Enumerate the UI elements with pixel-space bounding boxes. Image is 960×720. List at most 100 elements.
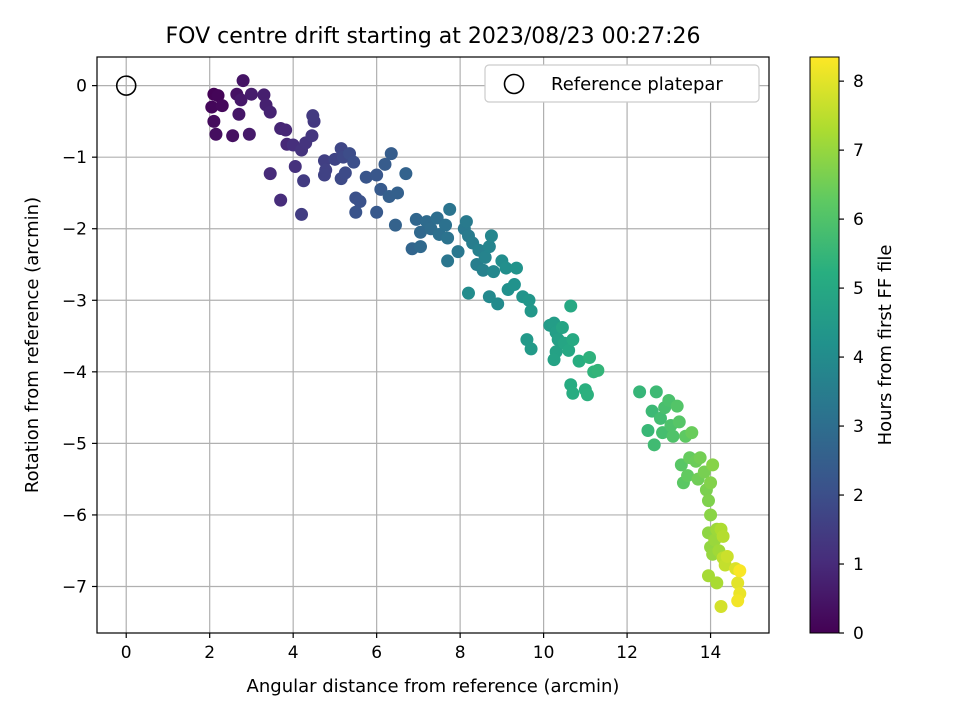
colorbar-gradient (809, 56, 840, 634)
colorbar-tick-label: 7 (853, 141, 864, 161)
plot-frame (96, 56, 770, 634)
data-point (484, 229, 498, 243)
data-point (451, 245, 465, 259)
colorbar-tick-label: 6 (853, 210, 864, 230)
legend-box (484, 64, 760, 103)
data-point (685, 426, 699, 440)
data-point (370, 205, 384, 219)
x-tick-label: 0 (121, 643, 132, 663)
data-point (693, 451, 707, 465)
data-point (487, 265, 501, 279)
data-point (443, 202, 457, 216)
data-point (547, 353, 561, 367)
data-point (704, 508, 718, 522)
x-tick-label: 6 (371, 643, 382, 663)
x-tick-label: 8 (455, 643, 466, 663)
data-point (714, 600, 728, 614)
data-point (257, 88, 271, 102)
data-point (288, 159, 302, 173)
data-point (295, 207, 309, 221)
data-point (641, 424, 655, 438)
data-point (507, 278, 521, 292)
data-point (244, 87, 258, 101)
data-point (580, 388, 594, 402)
data-point (391, 186, 405, 200)
data-point (633, 385, 647, 399)
data-point (263, 167, 277, 181)
data-point (591, 363, 605, 377)
data-point (716, 529, 730, 543)
data-point (370, 168, 384, 182)
data-point (476, 263, 490, 277)
data-point (459, 215, 473, 229)
legend-reference-marker (503, 73, 525, 95)
y-tick-label: −5 (62, 434, 87, 454)
data-point (349, 205, 363, 219)
data-point (509, 261, 523, 275)
data-point (399, 167, 413, 181)
data-point (378, 157, 392, 171)
data-point (305, 129, 319, 143)
data-point (564, 299, 578, 313)
colorbar-tick-label: 0 (853, 624, 864, 644)
colorbar: 0 1 2 3 4 5 6 7 8 Hours from first FF file (809, 56, 896, 644)
data-point (666, 429, 680, 443)
data-point (384, 147, 398, 161)
data-point (209, 127, 223, 141)
x-tick-label: 12 (616, 643, 638, 663)
data-point (704, 476, 718, 490)
data-points (205, 74, 747, 614)
y-tick-label: −6 (62, 506, 87, 526)
data-point (215, 99, 229, 113)
data-point (731, 576, 745, 590)
data-point (338, 166, 352, 180)
data-point (236, 74, 250, 88)
colorbar-tick-label: 8 (853, 72, 864, 92)
y-axis-ticks: 0 −1 −2 −3 −4 −5 −6 −7 (62, 77, 97, 597)
data-point (317, 168, 331, 182)
x-axis-label: Angular distance from reference (arcmin) (247, 676, 620, 697)
data-point (211, 89, 225, 103)
data-point (653, 411, 667, 425)
data-point (649, 385, 663, 399)
data-point (207, 114, 221, 128)
legend: Reference platepar (484, 64, 760, 103)
data-point (555, 320, 569, 334)
data-point (672, 415, 686, 429)
data-point (701, 494, 715, 508)
data-point (499, 261, 513, 275)
data-point (522, 293, 536, 307)
x-tick-label: 2 (204, 643, 215, 663)
y-tick-label: −1 (62, 148, 87, 168)
data-point (524, 304, 538, 318)
data-point (413, 225, 427, 239)
legend-entry-label: Reference platepar (551, 74, 723, 95)
data-point (720, 549, 734, 563)
data-point (306, 109, 320, 123)
data-point (566, 386, 580, 400)
data-point (681, 469, 695, 483)
chart-title: FOV centre drift starting at 2023/08/23 … (166, 24, 701, 49)
data-point (647, 438, 661, 452)
colorbar-tick-label: 1 (853, 555, 864, 575)
data-point (572, 354, 586, 368)
colorbar-label: Hours from first FF file (875, 245, 896, 446)
data-point (710, 576, 724, 590)
data-point (274, 193, 288, 207)
data-point (439, 218, 453, 232)
data-point (491, 297, 505, 311)
x-tick-label: 10 (533, 643, 555, 663)
x-tick-label: 4 (288, 643, 299, 663)
data-point (441, 231, 455, 245)
data-point (583, 351, 597, 365)
data-point (242, 127, 256, 141)
data-point (441, 254, 455, 268)
grid-lines (97, 57, 769, 633)
data-point (388, 218, 402, 232)
data-point (670, 399, 684, 413)
data-point (409, 212, 423, 226)
data-point (232, 107, 246, 121)
data-point (413, 240, 427, 254)
data-point (566, 333, 580, 347)
